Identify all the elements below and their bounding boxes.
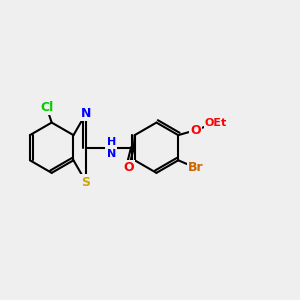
Text: N: N: [81, 107, 91, 120]
Text: H
N: H N: [106, 137, 116, 158]
Text: Br: Br: [188, 161, 204, 174]
Text: O: O: [124, 161, 134, 174]
Text: OEt: OEt: [205, 118, 227, 128]
Text: S: S: [82, 176, 91, 189]
Text: Cl: Cl: [40, 101, 53, 114]
Text: O: O: [190, 124, 201, 136]
